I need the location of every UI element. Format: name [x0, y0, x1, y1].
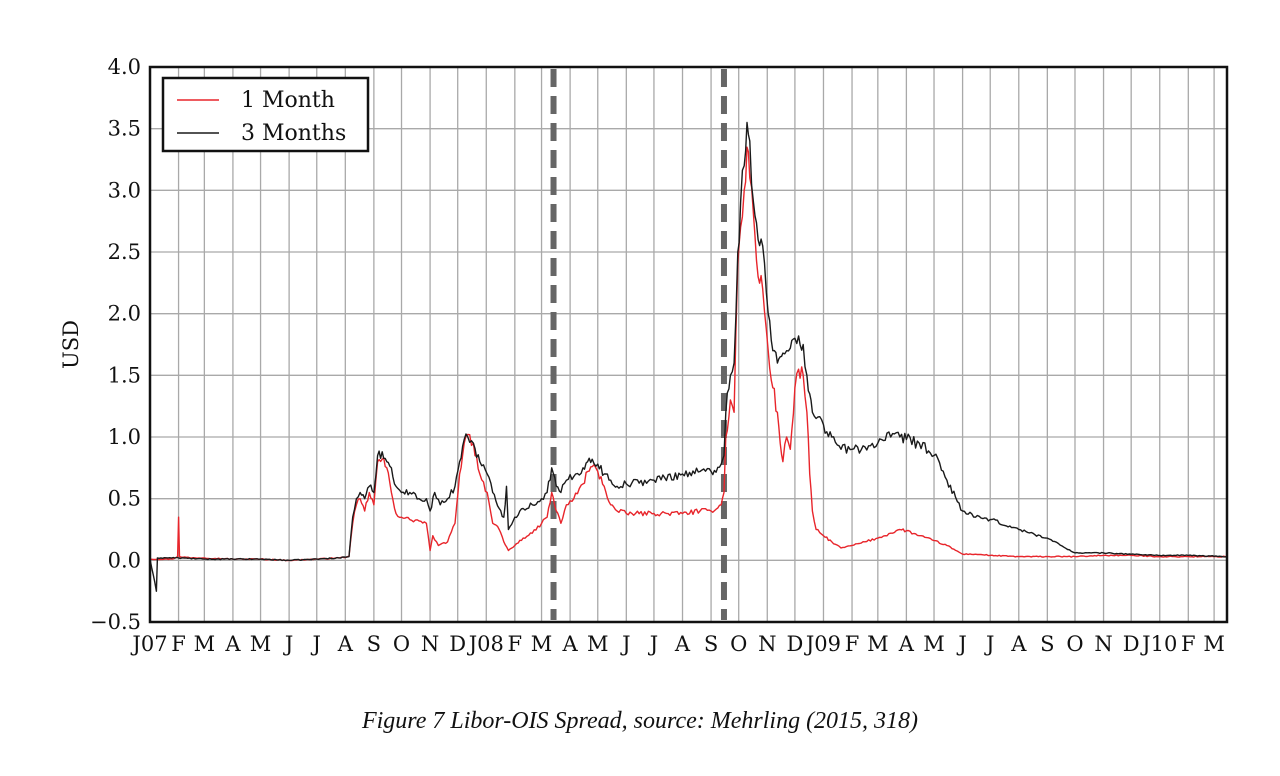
y-tick-label: 0.5 [108, 487, 141, 511]
x-tick-label: D [1123, 632, 1140, 656]
x-tick-label: A [898, 632, 915, 656]
y-tick-label: 3.0 [108, 178, 141, 202]
x-tick-label: J07 [130, 632, 167, 656]
x-tick-label: O [1066, 632, 1083, 656]
x-tick-label: M [923, 632, 945, 656]
y-ticks: −0.5 0.0 0.5 1.0 1.5 2.0 2.5 3.0 3.5 4.0 [90, 55, 141, 634]
y-tick-label: 1.0 [108, 425, 141, 449]
x-tick-label: F [171, 632, 186, 656]
series-line [149, 121, 1228, 592]
x-tick-label: O [393, 632, 410, 656]
figure-caption: Figure 7 Libor-OIS Spread, source: Mehrl… [361, 708, 919, 734]
legend: 1 Month 3 Months [161, 76, 370, 153]
x-tick-label: D [449, 632, 466, 656]
x-tick-label: J08 [467, 632, 504, 656]
y-tick-label: 4.0 [108, 55, 141, 79]
x-tick-label: A [674, 632, 691, 656]
x-tick-label: M [1203, 632, 1225, 656]
legend-label: 3 Months [241, 121, 346, 146]
x-tick-label: J10 [1140, 632, 1177, 656]
libor-ois-chart: −0.50.00.51.01.52.02.53.03.54.0 J07 F M A M J… [59, 55, 1229, 656]
x-tick-label: M [250, 632, 272, 656]
x-tick-label: D [786, 632, 803, 656]
y-tick-label: 2.5 [108, 240, 141, 264]
plot-frame [148, 65, 1229, 624]
y-tick-label: 1.5 [108, 363, 141, 387]
x-tick-label: J [648, 632, 658, 656]
x-tick-label: J [311, 632, 321, 656]
x-tick-label: N [421, 632, 439, 656]
x-tick-label: A [1010, 632, 1027, 656]
x-tick-label: A [562, 632, 579, 656]
y-axis-label: USD [59, 320, 83, 369]
y-tick-label: 0.0 [108, 548, 141, 572]
x-tick-label: J [984, 632, 994, 656]
y-tick-label: −0.5 [90, 610, 141, 634]
x-tick-label: S [367, 632, 381, 656]
x-tick-label: O [730, 632, 747, 656]
y-tick-label: 3.5 [108, 117, 141, 141]
x-tick-label: F [845, 632, 860, 656]
x-tick-label: M [531, 632, 553, 656]
event-lines [550, 69, 727, 620]
x-tick-label: S [704, 632, 718, 656]
x-tick-label: M [867, 632, 889, 656]
x-tick-label: J [283, 632, 293, 656]
x-tick-label: A [337, 632, 354, 656]
legend-label: 1 Month [241, 88, 335, 113]
x-tick-label: S [1040, 632, 1054, 656]
legend-box [161, 76, 370, 153]
x-ticks: J07 F M A M J J A S O N D J08 F M A M J J A S O N D J09 F M A M J J A S O… [130, 632, 1224, 656]
x-tick-label: J09 [804, 632, 841, 656]
x-tick-label: M [194, 632, 216, 656]
x-tick-label: F [1181, 632, 1196, 656]
y-tick-label: 2.0 [108, 302, 141, 326]
x-tick-label: M [587, 632, 609, 656]
grid-lines [150, 67, 1227, 622]
x-tick-label: N [1094, 632, 1112, 656]
x-tick-label: F [508, 632, 523, 656]
x-tick-label: J [620, 632, 630, 656]
x-tick-label: J [956, 632, 966, 656]
x-tick-label: A [224, 632, 241, 656]
x-tick-label: N [758, 632, 776, 656]
series-lines [149, 121, 1228, 592]
